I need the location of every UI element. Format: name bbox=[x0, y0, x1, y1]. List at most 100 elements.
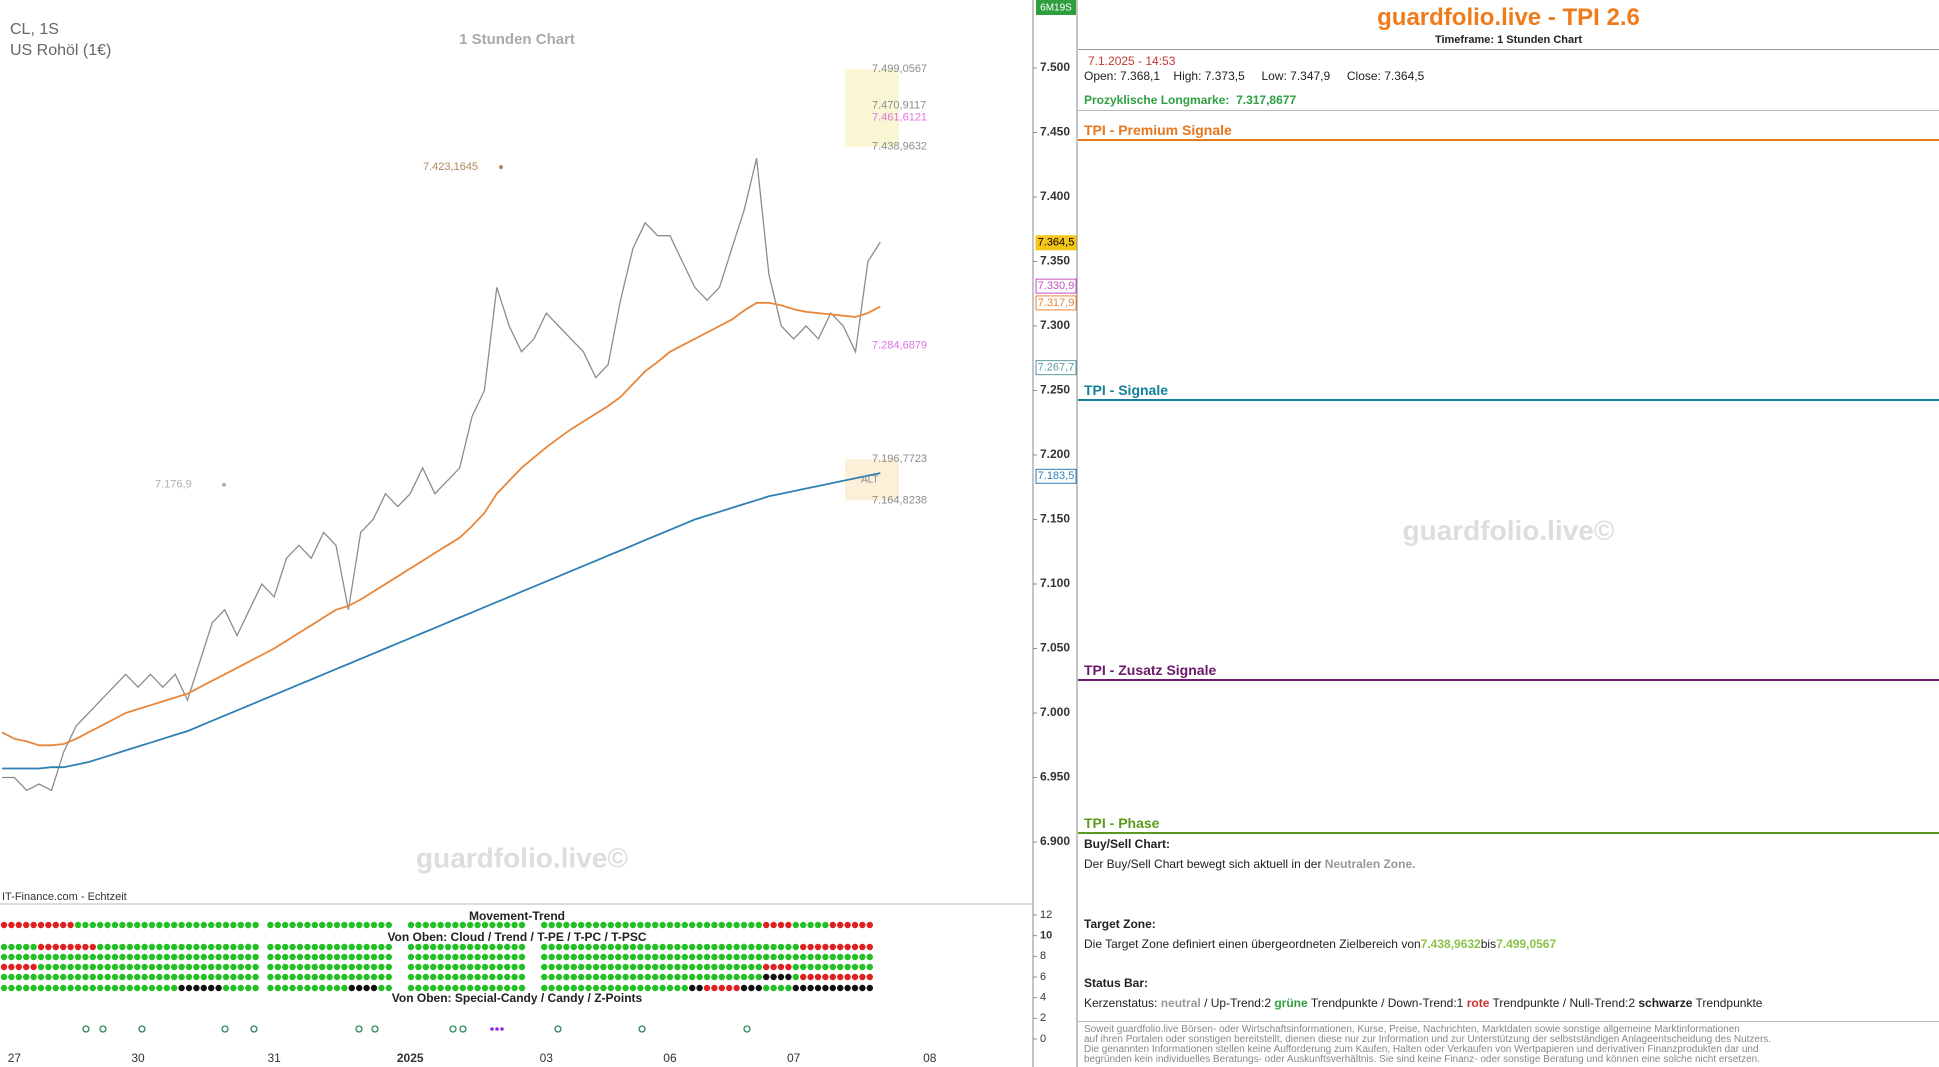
trend-dot bbox=[681, 953, 688, 961]
trend-dot bbox=[607, 984, 614, 992]
trend-dot bbox=[126, 921, 133, 929]
section-line bbox=[1078, 832, 1939, 834]
trend-dot bbox=[200, 973, 207, 981]
trend-dot bbox=[829, 943, 836, 951]
trend-dot bbox=[163, 943, 170, 951]
indicator-tick-label: 8 bbox=[1040, 950, 1046, 962]
trend-dot bbox=[415, 921, 422, 929]
trend-dot bbox=[822, 963, 829, 971]
trend-dot bbox=[615, 963, 622, 971]
trend-dot bbox=[126, 943, 133, 951]
trend-dot bbox=[437, 943, 444, 951]
trend-dot bbox=[718, 984, 725, 992]
trend-dot bbox=[326, 943, 333, 951]
z-point bbox=[371, 1025, 379, 1033]
trend-dot bbox=[319, 963, 326, 971]
timestamp: 7.1.2025 - 14:53 bbox=[1088, 54, 1176, 68]
trend-dot bbox=[45, 953, 52, 961]
price-tag bbox=[1035, 235, 1077, 251]
trend-dot bbox=[814, 973, 822, 981]
trend-dot bbox=[814, 953, 822, 961]
trend-dot bbox=[444, 973, 452, 981]
trend-dot bbox=[763, 953, 770, 961]
trend-dot bbox=[689, 921, 696, 929]
trend-dot bbox=[541, 953, 548, 961]
trend-dot bbox=[82, 921, 89, 929]
trend-dot bbox=[370, 984, 378, 992]
trend-dot bbox=[474, 921, 481, 929]
marker-label: 7.423,1645 bbox=[423, 161, 478, 173]
trend-dot bbox=[111, 921, 119, 929]
text: Der Buy/Sell Chart bewegt sich aktuell i… bbox=[1084, 857, 1322, 871]
trend-dot bbox=[592, 921, 600, 929]
trend-dot bbox=[326, 973, 333, 981]
trend-dot bbox=[541, 984, 548, 992]
trend-dot bbox=[8, 953, 15, 961]
price-line bbox=[2, 158, 881, 792]
trend-dot bbox=[104, 973, 111, 981]
trend-dot bbox=[163, 963, 170, 971]
y-tick-label: 7.400 bbox=[1040, 189, 1070, 203]
trend-dot bbox=[459, 943, 466, 951]
trend-dot bbox=[740, 973, 748, 981]
trend-dot bbox=[200, 984, 207, 992]
trend-dot bbox=[489, 953, 496, 961]
trend-dot bbox=[126, 963, 133, 971]
trend-dot bbox=[348, 943, 355, 951]
trend-dot bbox=[185, 963, 193, 971]
trend-dot bbox=[629, 943, 637, 951]
trend-dot bbox=[800, 943, 807, 951]
trend-dot bbox=[740, 953, 748, 961]
trend-dot bbox=[82, 953, 89, 961]
trend-dot bbox=[141, 943, 148, 951]
trend-dot bbox=[82, 943, 89, 951]
trend-dot bbox=[171, 973, 178, 981]
trend-dot bbox=[385, 953, 392, 961]
trend-dot bbox=[230, 963, 237, 971]
trend-dot bbox=[578, 973, 585, 981]
trend-dot bbox=[252, 963, 259, 971]
trend-dot bbox=[348, 921, 355, 929]
trend-dot bbox=[141, 984, 148, 992]
trend-dot bbox=[0, 921, 8, 929]
trend-dot bbox=[348, 973, 355, 981]
trend-dot bbox=[467, 943, 474, 951]
trend-dot bbox=[215, 953, 222, 961]
trend-dot bbox=[578, 943, 585, 951]
trend-dot bbox=[644, 943, 651, 951]
trend-dot bbox=[489, 984, 496, 992]
trend-dot bbox=[763, 973, 770, 981]
trend-dot bbox=[97, 921, 104, 929]
trend-dot bbox=[97, 973, 104, 981]
trend-dot bbox=[193, 921, 200, 929]
trend-dot bbox=[319, 953, 326, 961]
trend-dot bbox=[378, 921, 385, 929]
watermark: guardfolio.live© bbox=[1402, 515, 1615, 546]
price-tag-label: 7.330,9 bbox=[1038, 280, 1075, 292]
trend-dot bbox=[230, 943, 237, 951]
trend-dot bbox=[785, 921, 792, 929]
trend-dot bbox=[674, 984, 681, 992]
trend-dot bbox=[252, 953, 259, 961]
trend-dot bbox=[274, 943, 281, 951]
trend-dot bbox=[74, 953, 82, 961]
trend-dot bbox=[415, 943, 422, 951]
trend-dot bbox=[822, 921, 829, 929]
trend-dot bbox=[829, 973, 836, 981]
trend-dot bbox=[777, 921, 785, 929]
trend-dot bbox=[52, 984, 59, 992]
trend-dot bbox=[437, 973, 444, 981]
trend-dot bbox=[770, 963, 777, 971]
trend-dot bbox=[696, 984, 703, 992]
y-tick-label: 7.100 bbox=[1040, 576, 1070, 590]
trend-dot bbox=[592, 963, 600, 971]
trend-dot bbox=[822, 973, 829, 981]
trend-dot bbox=[859, 953, 866, 961]
trend-dot bbox=[289, 943, 296, 951]
trend-dot bbox=[681, 984, 688, 992]
x-tick-label: 27 bbox=[8, 1051, 22, 1065]
text: Kerzenstatus: bbox=[1084, 996, 1158, 1010]
indicator-tick-label: 10 bbox=[1040, 930, 1052, 942]
trend-dot bbox=[52, 943, 59, 951]
trend-dot bbox=[430, 921, 437, 929]
